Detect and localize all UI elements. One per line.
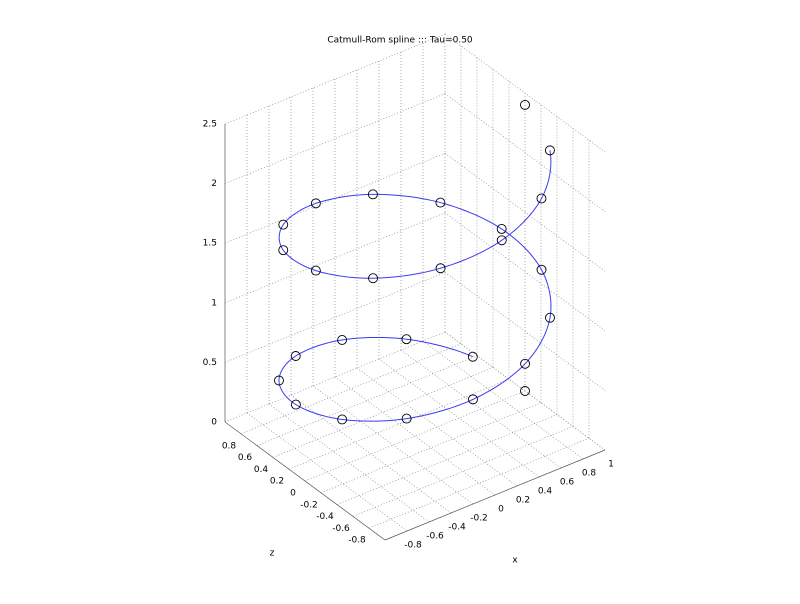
grid-line: [336, 414, 558, 505]
z-tick-label: 0: [290, 489, 296, 499]
grid-line: [444, 272, 606, 391]
x-tick-label: -0.2: [470, 514, 488, 524]
grid-line: [400, 349, 562, 469]
grid-line: [240, 343, 462, 435]
grid-line: [352, 426, 574, 517]
z-tick-label: 0.4: [254, 465, 269, 475]
grid-line: [224, 212, 446, 304]
z-tick-label: -0.2: [300, 500, 318, 510]
grid-line: [272, 367, 494, 458]
grid-line: [246, 412, 408, 532]
grid-line: [320, 402, 542, 494]
control-point: [468, 394, 478, 405]
y-tick-label: 1: [211, 298, 217, 308]
grid-line: [304, 390, 526, 482]
chart-title: Catmull-Rom spline ::: Tau=0.50: [327, 36, 473, 46]
grid-line: [224, 272, 446, 363]
x-tick-label: 0.6: [560, 478, 575, 488]
grid-line: [378, 358, 540, 478]
control-point: [337, 414, 348, 425]
z-tick-label: 0.8: [222, 441, 237, 451]
control-point: [536, 264, 547, 275]
control-point: [467, 351, 478, 362]
control-point: [310, 265, 321, 276]
y-tick-label: 2: [211, 179, 217, 189]
control-point: [310, 198, 321, 209]
grid-line: [444, 212, 606, 332]
control-point: [290, 399, 301, 410]
grid-line: [290, 394, 452, 514]
y-tick-label: 0: [211, 418, 217, 428]
control-point: [367, 189, 378, 200]
control-point: [545, 312, 555, 323]
grid-line: [356, 367, 518, 487]
grid-line: [268, 403, 430, 523]
grid-line: [444, 152, 606, 272]
grid-line: [288, 378, 510, 470]
z-tick-label: 0.6: [238, 453, 253, 463]
control-point: [520, 99, 530, 110]
x-tick-label: -0.4: [448, 523, 466, 533]
y-tick-label: 0.5: [203, 358, 217, 368]
grid-line: [256, 355, 478, 446]
grid-line: [334, 376, 496, 496]
z-tick-label: 0.2: [270, 477, 284, 487]
control-point: [290, 351, 301, 361]
control-point: [435, 197, 446, 208]
control-point: [401, 334, 412, 345]
x-tick-label: -0.8: [404, 541, 422, 551]
control-point: [274, 375, 284, 386]
control-point: [520, 386, 530, 396]
grid-line: [224, 33, 446, 125]
spline-curve: [278, 150, 552, 422]
grid-line: [224, 93, 446, 184]
x-tick-label: 0.8: [582, 469, 597, 479]
control-point: [278, 219, 289, 230]
x-tick-label: 1: [608, 460, 614, 470]
x-tick-label: 0.4: [538, 487, 553, 497]
control-point: [496, 235, 507, 246]
control-point: [544, 145, 555, 156]
axis-line: [224, 421, 386, 541]
z-tick-label: -0.4: [316, 512, 334, 522]
control-point: [401, 413, 412, 424]
grid-line: [444, 93, 606, 212]
z-tick-label: -0.6: [332, 524, 350, 534]
control-point: [435, 263, 446, 274]
x-tick-label: 0.2: [516, 496, 530, 506]
grid-line: [224, 152, 446, 244]
control-point: [520, 358, 531, 369]
grid-line: [368, 437, 590, 529]
z-axis-label: z: [270, 549, 275, 559]
x-tick-label: -0.6: [426, 532, 444, 542]
control-point: [496, 223, 507, 234]
control-point: [278, 245, 289, 256]
y-tick-label: 1.5: [203, 239, 217, 249]
grid-line: [312, 385, 474, 505]
control-point: [337, 335, 348, 345]
control-point: [536, 193, 547, 204]
x-tick-label: 0: [498, 505, 504, 515]
grid-line: [224, 331, 446, 423]
control-point: [368, 273, 378, 284]
x-axis-label: x: [512, 556, 518, 566]
z-tick-label: -0.8: [348, 536, 366, 546]
axis-line: [384, 449, 606, 541]
y-tick-label: 2.5: [203, 120, 217, 130]
